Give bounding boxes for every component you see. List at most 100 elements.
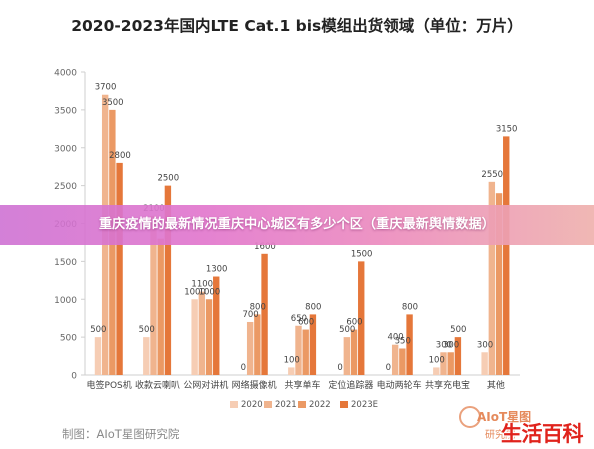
bar bbox=[433, 367, 440, 375]
bar bbox=[481, 352, 488, 375]
data-label: 300 bbox=[477, 340, 493, 350]
x-tick-label: 共享充电宝 bbox=[425, 379, 470, 391]
logo-ring-icon bbox=[459, 406, 481, 428]
data-label: 3500 bbox=[102, 98, 124, 108]
x-tick-label: 共享单车 bbox=[284, 379, 320, 391]
x-tick-label: 电签POS机 bbox=[87, 379, 132, 391]
data-label: 100 bbox=[429, 355, 445, 365]
bar bbox=[205, 299, 213, 375]
bar bbox=[254, 314, 261, 375]
data-labels: 5003700350028005002100250010001100100013… bbox=[90, 83, 517, 373]
y-tick-label: 4000 bbox=[54, 69, 77, 79]
bar bbox=[447, 352, 454, 375]
bar bbox=[495, 193, 503, 375]
bar bbox=[295, 325, 302, 375]
y-tick-label: 1500 bbox=[54, 258, 77, 268]
chart-title: 2020-2023年国内LTE Cat.1 bis模组出货领域（单位：万片） bbox=[71, 17, 523, 35]
logo-subtitle: 研究院 bbox=[485, 430, 515, 441]
legend-swatch bbox=[264, 401, 272, 408]
data-label: 500 bbox=[90, 325, 106, 335]
aiot-logo: AIoT星图 研究院 bbox=[457, 402, 557, 446]
legend-label: 2021 bbox=[275, 400, 297, 410]
data-label: 2800 bbox=[109, 151, 131, 161]
data-label: 500 bbox=[450, 325, 466, 335]
legend-label: 2020 bbox=[241, 400, 263, 410]
data-label: 1000 bbox=[184, 287, 206, 297]
data-label: 400 bbox=[387, 333, 403, 343]
data-label: 1000 bbox=[199, 287, 221, 297]
data-label: 500 bbox=[139, 325, 155, 335]
data-label: 1300 bbox=[206, 265, 228, 275]
bar bbox=[261, 253, 268, 375]
bar bbox=[399, 348, 406, 375]
data-label: 0 bbox=[241, 363, 246, 373]
y-tick-label: 0 bbox=[71, 372, 77, 382]
data-label: 0 bbox=[337, 363, 342, 373]
y-tick-label: 500 bbox=[60, 334, 77, 344]
bar bbox=[454, 337, 462, 375]
data-label: 3700 bbox=[95, 83, 117, 93]
watermark-text: 生活百科 bbox=[501, 422, 584, 446]
data-label: 100 bbox=[284, 355, 300, 365]
bar bbox=[350, 329, 358, 375]
x-tick-label: 定位追踪器 bbox=[328, 379, 373, 391]
y-tick-label: 3000 bbox=[54, 144, 77, 154]
bar bbox=[391, 344, 399, 375]
bar bbox=[116, 162, 123, 375]
x-tick-label: 网络摄像机 bbox=[232, 379, 277, 391]
bar bbox=[94, 337, 102, 375]
bar bbox=[488, 181, 496, 375]
overlay-banner[interactable]: 重庆疫情的最新情况重庆中心城区有多少个区（重庆最新舆情数据） bbox=[0, 205, 594, 245]
legend: 2020 2021 2022 2023E bbox=[230, 400, 378, 410]
bar bbox=[246, 321, 254, 375]
legend-label: 2023E bbox=[351, 400, 378, 410]
data-label: 1500 bbox=[351, 249, 373, 259]
bar bbox=[440, 352, 447, 375]
legend-swatch bbox=[340, 401, 348, 408]
y-tick-label: 2500 bbox=[54, 182, 77, 192]
bar bbox=[288, 367, 295, 375]
x-tick-label: 收款云喇叭 bbox=[135, 379, 180, 391]
bar bbox=[150, 215, 157, 375]
data-label: 600 bbox=[346, 318, 362, 328]
data-label: 650 bbox=[291, 314, 307, 324]
data-label: 300 bbox=[443, 340, 459, 350]
bar bbox=[309, 314, 317, 375]
bar bbox=[343, 337, 351, 375]
data-label: 800 bbox=[305, 302, 321, 312]
data-label: 2550 bbox=[481, 170, 503, 180]
data-label: 300 bbox=[436, 340, 452, 350]
x-tick-label: 其他 bbox=[487, 379, 505, 391]
data-label: 600 bbox=[298, 318, 314, 328]
banner-text[interactable]: 重庆疫情的最新情况重庆中心城区有多少个区（重庆最新舆情数据） bbox=[98, 217, 495, 232]
logo-name: AIoT星图 bbox=[477, 410, 532, 424]
bar bbox=[157, 238, 164, 375]
data-label: 1100 bbox=[191, 280, 213, 290]
data-label: 3150 bbox=[496, 124, 518, 134]
bar bbox=[164, 185, 172, 375]
data-label: 800 bbox=[250, 302, 266, 312]
data-label: 0 bbox=[386, 363, 391, 373]
bar bbox=[213, 276, 220, 375]
x-tick-label: 公网对讲机 bbox=[183, 379, 228, 391]
source-caption: 制图：AIoT星图研究院 bbox=[62, 427, 180, 441]
bar bbox=[358, 261, 365, 375]
y-tick-label: 1000 bbox=[54, 296, 77, 306]
bar bbox=[406, 314, 413, 375]
bar bbox=[503, 136, 510, 375]
data-label: 700 bbox=[242, 310, 258, 320]
bar bbox=[198, 291, 206, 375]
bar bbox=[302, 329, 309, 375]
data-label: 800 bbox=[402, 302, 418, 312]
legend-swatch bbox=[230, 401, 238, 408]
legend-swatch bbox=[298, 401, 306, 408]
bar bbox=[191, 299, 198, 375]
data-label: 500 bbox=[339, 325, 355, 335]
data-label: 2500 bbox=[157, 174, 179, 184]
bar bbox=[143, 337, 150, 375]
y-tick-label: 3500 bbox=[54, 106, 77, 116]
data-label: 1600 bbox=[254, 242, 276, 252]
data-label: 350 bbox=[395, 336, 411, 346]
legend-label: 2022 bbox=[309, 400, 331, 410]
